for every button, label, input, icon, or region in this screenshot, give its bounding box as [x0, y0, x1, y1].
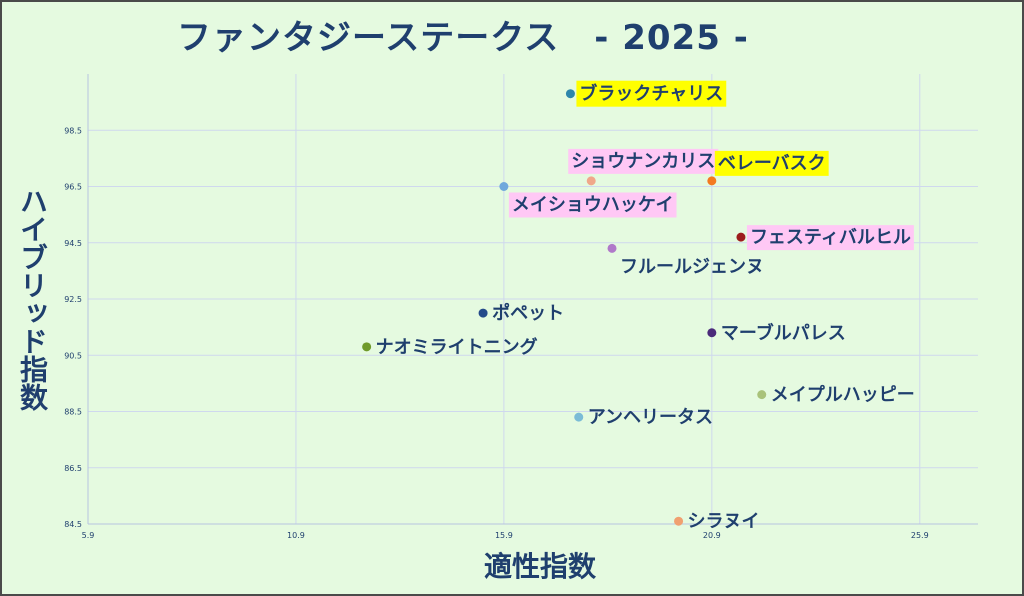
y-tick-label: 98.5	[64, 126, 82, 135]
point-label: フルールジェンヌ	[620, 256, 764, 277]
point-label: メイショウハッケイ	[512, 195, 674, 216]
point-label: ベレーバスク	[718, 153, 826, 174]
data-point	[607, 243, 617, 253]
data-point	[574, 412, 584, 422]
y-tick-label: 86.5	[64, 464, 82, 473]
point-label: フェスティバルヒル	[750, 227, 911, 248]
y-tick-label: 96.5	[64, 183, 82, 192]
data-point	[736, 232, 746, 242]
data-point	[565, 89, 575, 99]
label-highlight	[576, 80, 727, 107]
y-tick-label: 92.5	[64, 295, 82, 304]
point-label: メイプルハッピー	[771, 384, 915, 406]
label-highlight	[508, 192, 677, 218]
data-point	[586, 176, 596, 186]
point-label: アンヘリータス	[588, 407, 713, 428]
point-label: ブラックチャリス	[579, 83, 723, 105]
data-point	[707, 176, 717, 186]
x-tick-label: 5.9	[82, 531, 95, 540]
data-point	[478, 308, 488, 318]
point-label: シラヌイ	[688, 511, 760, 532]
label-highlight	[568, 148, 719, 174]
point-label: マーブルパレス	[721, 322, 846, 344]
x-tick-label: 20.9	[703, 531, 721, 540]
y-tick-label: 84.5	[64, 520, 82, 529]
data-point	[499, 182, 509, 191]
y-tick-label: 94.5	[64, 239, 82, 248]
data-point	[362, 342, 372, 352]
point-label: ポペット	[492, 302, 564, 324]
x-tick-label: 10.9	[287, 531, 305, 540]
data-point	[707, 328, 717, 338]
data-point	[674, 516, 684, 526]
chart-title: ファンタジーステークス - 2025 -	[177, 18, 749, 58]
x-tick-label: 25.9	[911, 531, 929, 540]
point-label: ナオミライトニング	[376, 336, 538, 358]
data-point	[757, 390, 767, 400]
label-highlight	[746, 225, 914, 251]
point-label: ショウナンカリス	[571, 151, 715, 172]
x-axis-label: 適性指数	[484, 550, 597, 583]
label-highlight	[714, 150, 829, 176]
y-tick-label: 88.5	[64, 408, 82, 417]
y-tick-label: 90.5	[64, 351, 82, 360]
y-axis-label: ハイブリッド指数	[16, 187, 49, 411]
x-tick-label: 15.9	[495, 531, 513, 540]
